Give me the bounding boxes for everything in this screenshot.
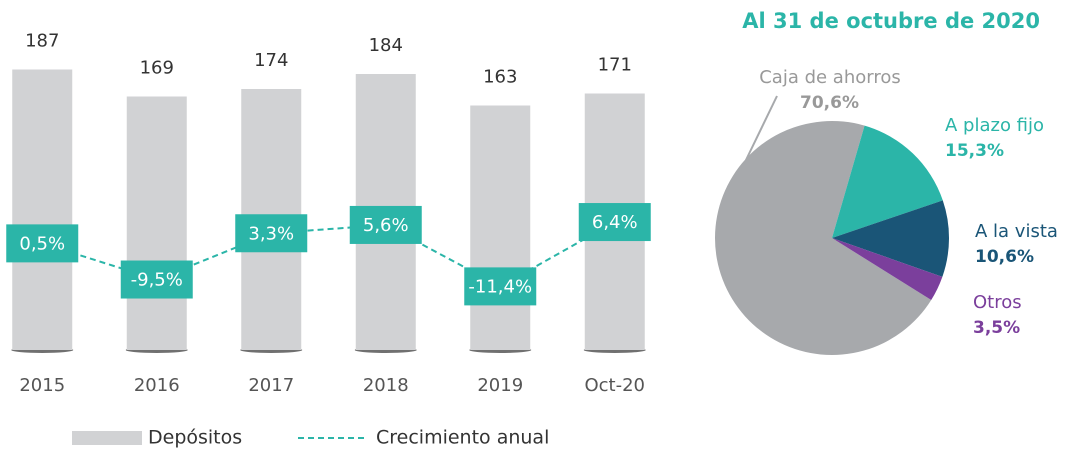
x-tick-label: 2017 [248,375,294,396]
x-tick-label: 2019 [477,375,523,396]
label-box [349,205,422,244]
bar [12,69,73,350]
data-label: -11,4% [468,276,532,297]
bar [126,96,187,350]
bar [470,105,531,350]
data-label: 184 [369,35,403,56]
data-label: 171 [598,55,632,76]
legend-label: Depósitos [148,427,242,449]
x-tick-label: 2018 [363,375,409,396]
pie-slice [832,200,949,277]
data-label: -9,5% [131,270,183,291]
pie-title: Al 31 de octubre de 2020 [742,9,1040,33]
pie-label: Otros [973,292,1022,313]
data-label: 6,4% [592,212,638,233]
data-label: 174 [254,50,288,71]
pie-slice [715,120,932,355]
pie-value-label: 3,5% [973,318,1020,338]
data-label: 187 [25,31,59,52]
leader-line [745,95,778,161]
label-box [464,267,537,306]
label-box [578,203,651,242]
pie-value-label: 10,6% [975,247,1034,267]
x-tick-label: 2015 [19,375,65,396]
label-box [235,214,308,253]
data-label: 3,3% [248,223,294,244]
legend-label: Crecimiento anual [376,427,549,449]
legend-swatch [72,431,142,445]
pie-slice [832,125,943,238]
data-label: 5,6% [363,215,409,236]
label-box [6,224,79,263]
pie-value-label: 70,6% [800,93,859,113]
x-tick-label: Oct-20 [584,375,645,396]
data-label: 169 [140,58,174,79]
pie-label: A plazo fijo [945,115,1044,136]
data-label: 163 [483,67,517,88]
pie-value-label: 15,3% [945,141,1004,161]
pie-label: A la vista [975,221,1058,242]
x-tick-label: 2016 [134,375,180,396]
pie-slice [832,238,943,301]
data-label: 0,5% [19,233,65,254]
label-box [120,260,193,299]
pie-label: Caja de ahorros [759,67,901,88]
